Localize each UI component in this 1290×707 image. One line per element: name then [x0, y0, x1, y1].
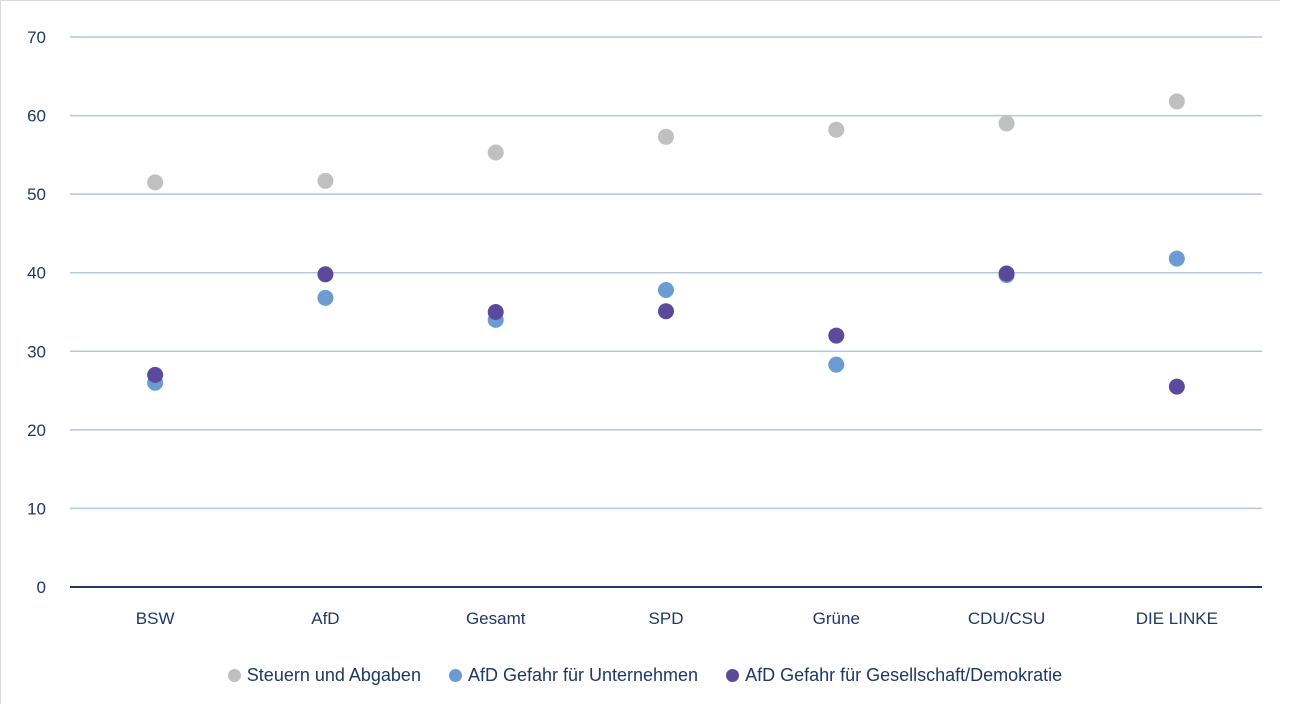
legend-item-series-2: AfD Gefahr für Unternehmen [448, 664, 699, 686]
data-point-series-3 [487, 304, 504, 320]
data-point-series-2 [658, 282, 674, 298]
data-point-series-3 [998, 265, 1015, 282]
legend: Steuern und Abgaben AfD Gefahr für Unter… [0, 664, 1290, 686]
data-point-series-2 [828, 356, 845, 373]
legend-marker-series-3 [726, 668, 740, 682]
x-tick-label: AfD [311, 609, 339, 628]
data-point-series-3 [1168, 378, 1185, 395]
data-point-series-1 [487, 144, 504, 161]
x-tick-label: Grüne [813, 609, 860, 628]
legend-item-series-1: Steuern und Abgaben [227, 664, 421, 686]
legend-label-series-3: AfD Gefahr für Gesellschaft/Demokratie [745, 664, 1063, 685]
y-tick-label: 50 [27, 185, 46, 204]
data-point-series-1 [998, 115, 1015, 132]
x-tick-label: CDU/CSU [968, 609, 1045, 628]
data-point-series-3 [317, 266, 334, 283]
y-tick-label: 60 [27, 107, 46, 126]
y-tick-label: 10 [27, 499, 46, 518]
legend-label-series-2: AfD Gefahr für Unternehmen [467, 664, 699, 685]
data-point-series-2 [317, 289, 334, 306]
x-tick-label: DIE LINKE [1136, 609, 1218, 628]
data-point-series-1 [317, 172, 334, 189]
y-tick-label: 30 [27, 342, 46, 361]
legend-item-series-3: AfD Gefahr für Gesellschaft/Demokratie [726, 665, 1062, 686]
legend-marker-series-1 [227, 668, 241, 682]
data-point-series-3 [147, 366, 164, 383]
data-point-series-1 [147, 174, 164, 191]
legend-label-series-1: Steuern und Abgaben [246, 664, 421, 685]
data-point-series-3 [658, 303, 674, 320]
y-tick-label: 40 [27, 264, 46, 283]
x-tick-label: BSW [136, 609, 175, 628]
x-tick-label: Gesamt [466, 609, 526, 628]
data-point-series-1 [1168, 93, 1185, 110]
data-point-series-1 [828, 121, 845, 138]
legend-marker-series-2 [448, 668, 462, 682]
x-tick-label: SPD [649, 609, 684, 628]
y-tick-label: 70 [27, 28, 46, 47]
data-point-series-1 [658, 128, 674, 145]
data-point-series-3 [828, 327, 845, 344]
data-point-series-2 [1168, 250, 1185, 267]
y-tick-label: 20 [27, 421, 46, 440]
y-tick-label: 0 [37, 578, 46, 597]
